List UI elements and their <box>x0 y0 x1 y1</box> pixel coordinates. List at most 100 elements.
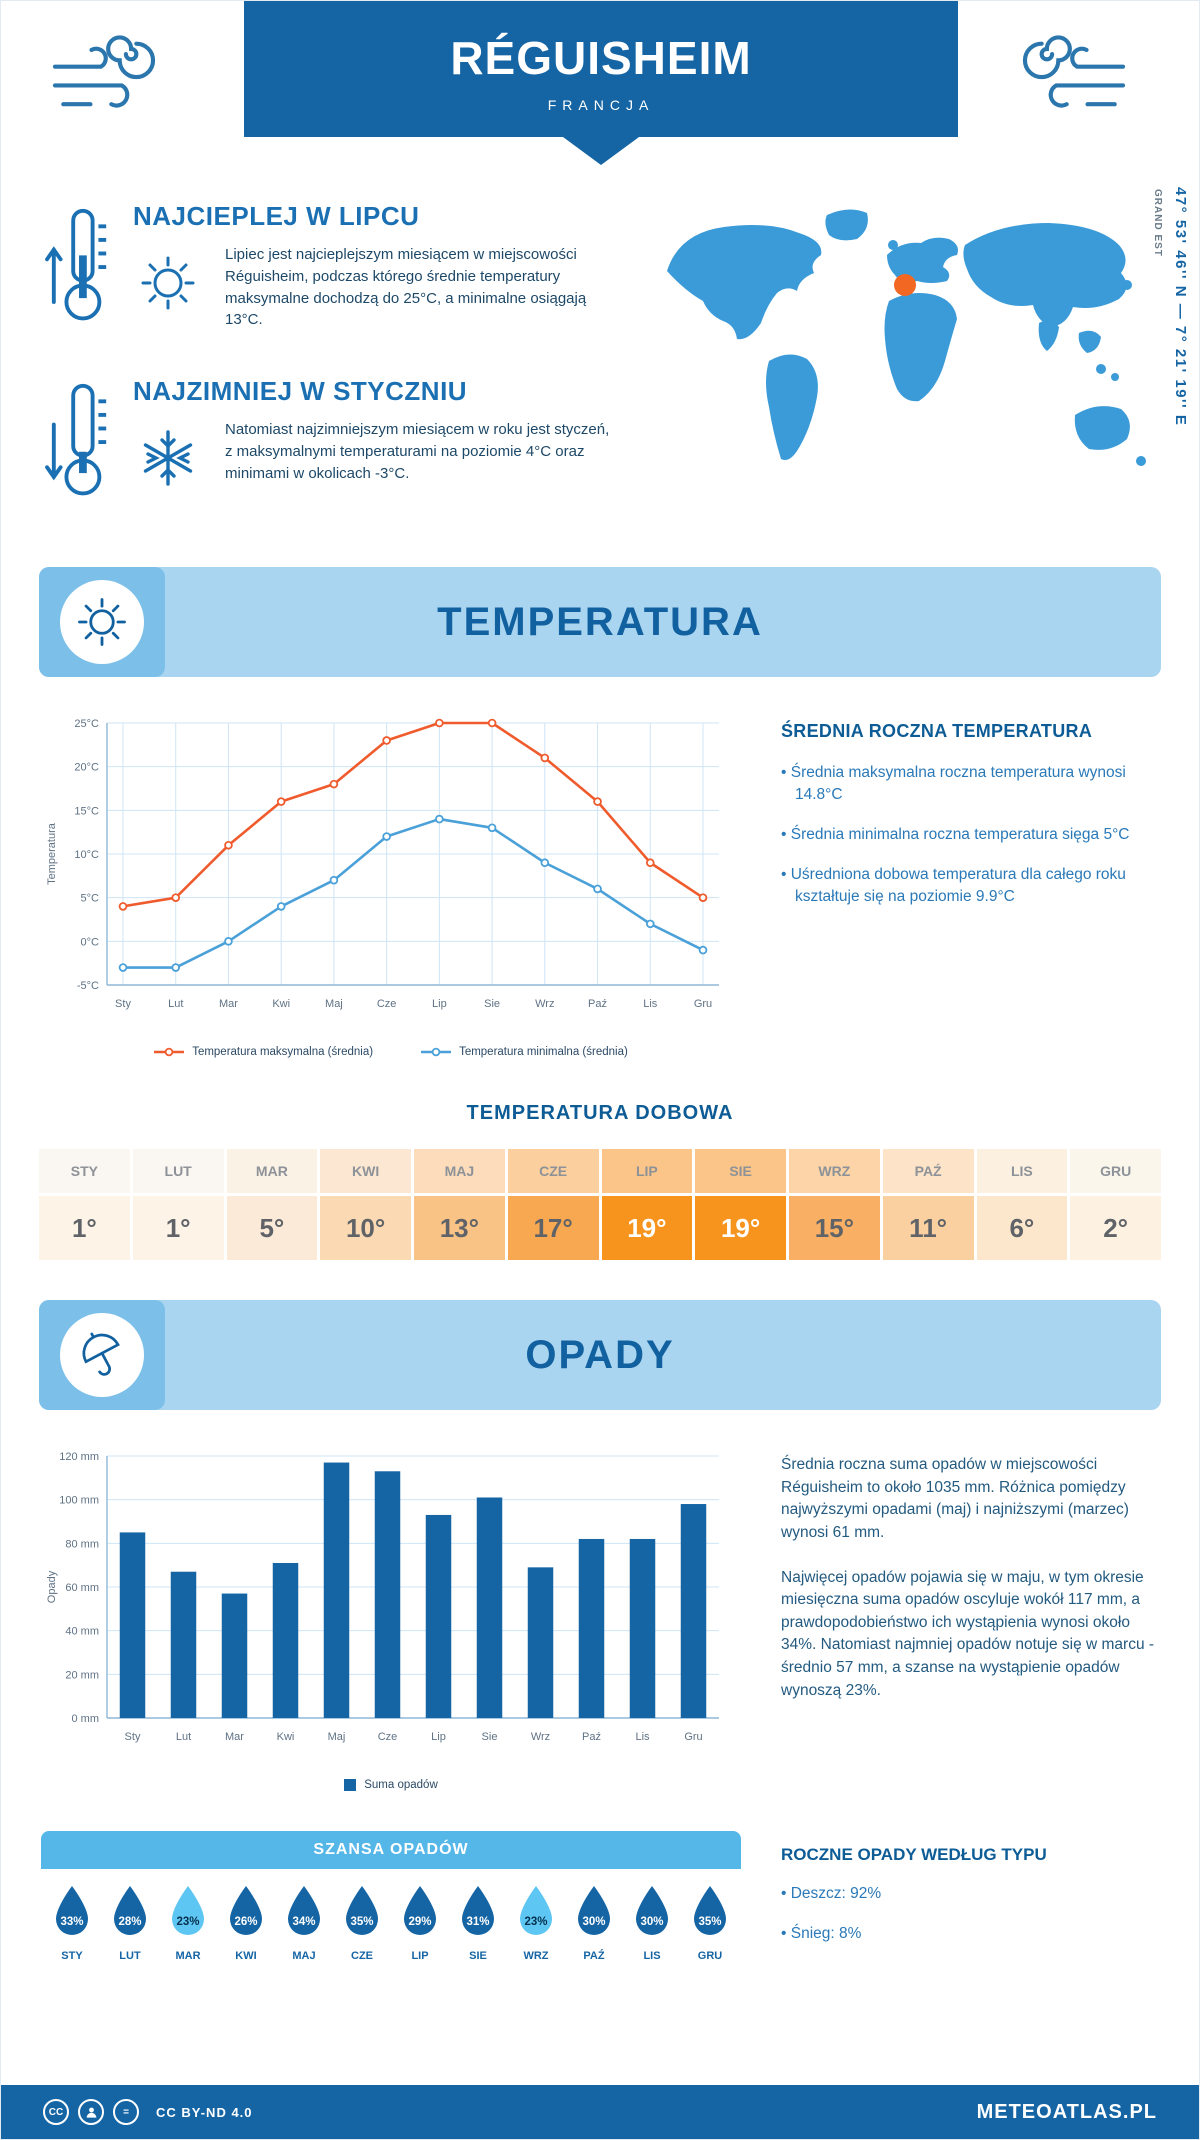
cc-icon[interactable]: CC <box>43 2099 69 2125</box>
svg-text:0°C: 0°C <box>81 936 100 948</box>
svg-text:10°C: 10°C <box>74 849 99 861</box>
droplet-month-label: CZE <box>351 1950 373 1962</box>
legend-item: Temperatura maksymalna (średnia) <box>154 1046 373 1058</box>
precip-type-bullet: • Deszcz: 92% <box>781 1885 882 1902</box>
umbrella-icon <box>60 1313 144 1397</box>
svg-text:Maj: Maj <box>328 1731 346 1743</box>
svg-text:Lip: Lip <box>431 1731 446 1743</box>
country-label: FRANCJA <box>547 97 655 113</box>
equals-icon[interactable]: = <box>113 2099 139 2125</box>
svg-text:30%: 30% <box>640 1916 663 1928</box>
warmest-month-title: NAJCIEPLEJ W LIPCU <box>133 201 420 231</box>
droplet-month-label: LUT <box>119 1950 141 1962</box>
license-group[interactable]: CC = CC BY-ND 4.0 <box>43 2099 253 2125</box>
month-header-cell: KWI <box>320 1149 411 1193</box>
svg-text:23%: 23% <box>176 1916 199 1928</box>
temperature-summary-column: ŚREDNIA ROCZNA TEMPERATURA • Średnia mak… <box>741 709 1159 926</box>
precip-type-bullets: • Deszcz: 92% • Śnieg: 8% <box>781 1883 1159 1945</box>
droplet-item: 35% CZE <box>335 1883 389 1962</box>
svg-text:Wrz: Wrz <box>535 998 554 1010</box>
svg-text:34%: 34% <box>292 1916 315 1928</box>
svg-text:20 mm: 20 mm <box>65 1669 99 1681</box>
droplet-icon: 23% <box>172 1886 204 1935</box>
temperature-summary-bullets: • Średnia maksymalna roczna temperatura … <box>781 762 1159 908</box>
temperature-value-cell: 17° <box>507 1196 599 1260</box>
month-header-cell: LUT <box>132 1149 224 1193</box>
droplet-month-label: WRZ <box>523 1950 549 1962</box>
svg-text:Lut: Lut <box>168 998 183 1010</box>
precipitation-summary-column: Średnia roczna suma opadów w miejscowośc… <box>741 1442 1159 1724</box>
coldest-month-text: Natomiast najzimniejszym miesiącem w rok… <box>225 421 610 482</box>
coordinates-label: 47° 53' 46'' N — 7° 21' 19'' E <box>1172 187 1189 427</box>
svg-text:Cze: Cze <box>378 1731 398 1743</box>
svg-text:30%: 30% <box>582 1916 605 1928</box>
droplet-month-label: MAR <box>175 1950 201 1962</box>
droplet-month-label: PAŹ <box>583 1950 605 1962</box>
svg-text:Lip: Lip <box>432 998 447 1010</box>
droplet-icon: 23% <box>520 1886 552 1935</box>
droplet-month-label: SIE <box>469 1950 487 1962</box>
svg-text:Lis: Lis <box>643 998 658 1010</box>
svg-text:Lut: Lut <box>176 1731 191 1743</box>
intro-section: NAJCIEPLEJ W LIPCU Lipiec jest najci <box>1 179 1199 527</box>
rain-chance-panel: SZANSA OPADÓW 33% STY 28% LUT 23% MAR 26% KWI 34… <box>41 1831 741 1962</box>
daily-temperature-table: STY LUT MAR KWI MAJ CZE LIP SIE WRZ PAŹ LIS GRU 1° 1°… <box>39 1149 1161 1260</box>
droplet-item: 35% GRU <box>683 1883 737 1962</box>
svg-text:0 mm: 0 mm <box>72 1713 100 1725</box>
svg-text:20°C: 20°C <box>74 762 99 774</box>
precipitation-section-title: OPADY <box>525 1332 675 1377</box>
temperature-summary-title: ŚREDNIA ROCZNA TEMPERATURA <box>781 721 1093 741</box>
svg-text:Kwi: Kwi <box>272 998 290 1010</box>
thermometer-warm-icon <box>41 201 133 338</box>
precip-type-title: ROCZNE OPADY WEDŁUG TYPU <box>781 1845 1047 1864</box>
temperature-value-cell: 19° <box>695 1196 786 1260</box>
droplet-item: 28% LUT <box>103 1883 157 1962</box>
daily-temperature-title: TEMPERATURA DOBOWA <box>466 1102 734 1124</box>
month-header-cell: STY <box>39 1149 130 1193</box>
location-marker <box>894 274 916 296</box>
droplet-month-label: STY <box>61 1950 83 1962</box>
droplet-icon: 30% <box>636 1886 668 1935</box>
temperature-banner: TEMPERATURA <box>39 567 1161 677</box>
droplet-month-label: GRU <box>697 1950 723 1962</box>
svg-text:Gru: Gru <box>684 1731 702 1743</box>
precipitation-paragraph: Średnia roczna suma opadów w miejscowośc… <box>781 1456 1129 1541</box>
droplet-icon: 26% <box>230 1886 262 1935</box>
svg-text:Sie: Sie <box>484 998 500 1010</box>
svg-text:40 mm: 40 mm <box>65 1626 99 1638</box>
month-header-cell: MAR <box>226 1149 318 1193</box>
page-title: RÉGUISHEIM <box>450 32 752 84</box>
svg-text:31%: 31% <box>466 1916 489 1928</box>
person-icon[interactable] <box>78 2099 104 2125</box>
svg-text:-5°C: -5°C <box>77 980 99 992</box>
svg-text:Lis: Lis <box>635 1731 650 1743</box>
svg-text:Cze: Cze <box>377 998 397 1010</box>
svg-text:Sie: Sie <box>482 1731 498 1743</box>
sun-banner-icon <box>60 580 144 664</box>
svg-text:35%: 35% <box>350 1916 373 1928</box>
site-logo[interactable]: METEOATLAS.PL <box>976 2100 1157 2123</box>
rain-chance-title: SZANSA OPADÓW <box>41 1831 741 1869</box>
summary-bullet: • Średnia minimalna roczna temperatura s… <box>781 826 1130 843</box>
temperature-chart-legend: Temperatura maksymalna (średnia) Temperat… <box>41 1046 741 1058</box>
footer: CC = CC BY-ND 4.0 METEOATLAS.PL <box>1 2085 1199 2139</box>
droplet-month-label: MAJ <box>292 1950 316 1962</box>
temperature-chart-column: -5°C 0°C 5°C 10°C 15°C 20°C 25°C Sty Lut Mar Kwi Ma… <box>41 709 741 1058</box>
temperature-section-title: TEMPERATURA <box>437 599 763 644</box>
license-label[interactable]: CC BY-ND 4.0 <box>156 2104 253 2120</box>
svg-text:5°C: 5°C <box>81 893 100 905</box>
month-header-cell: GRU <box>1070 1149 1161 1193</box>
svg-text:100 mm: 100 mm <box>59 1495 99 1507</box>
summary-bullet: • Uśredniona dobowa temperatura dla całe… <box>781 866 1126 905</box>
precip-type-bullet: • Śnieg: 8% <box>781 1925 862 1942</box>
svg-text:33%: 33% <box>60 1916 83 1928</box>
svg-text:Opady: Opady <box>46 1570 58 1603</box>
temperature-value-cell: 10° <box>320 1196 411 1260</box>
temperature-value-cell: 6° <box>976 1196 1068 1260</box>
svg-text:80 mm: 80 mm <box>65 1538 99 1550</box>
banner-chevron <box>563 137 639 165</box>
month-header-cell: WRZ <box>789 1149 880 1193</box>
precipitation-chart-column: 0 mm 20 mm 40 mm 60 mm 80 mm 100 mm 120 mm Sty L… <box>41 1442 741 1791</box>
warmest-month-content: NAJCIEPLEJ W LIPCU Lipiec jest najci <box>133 201 651 338</box>
droplet-item: 26% KWI <box>219 1883 273 1962</box>
